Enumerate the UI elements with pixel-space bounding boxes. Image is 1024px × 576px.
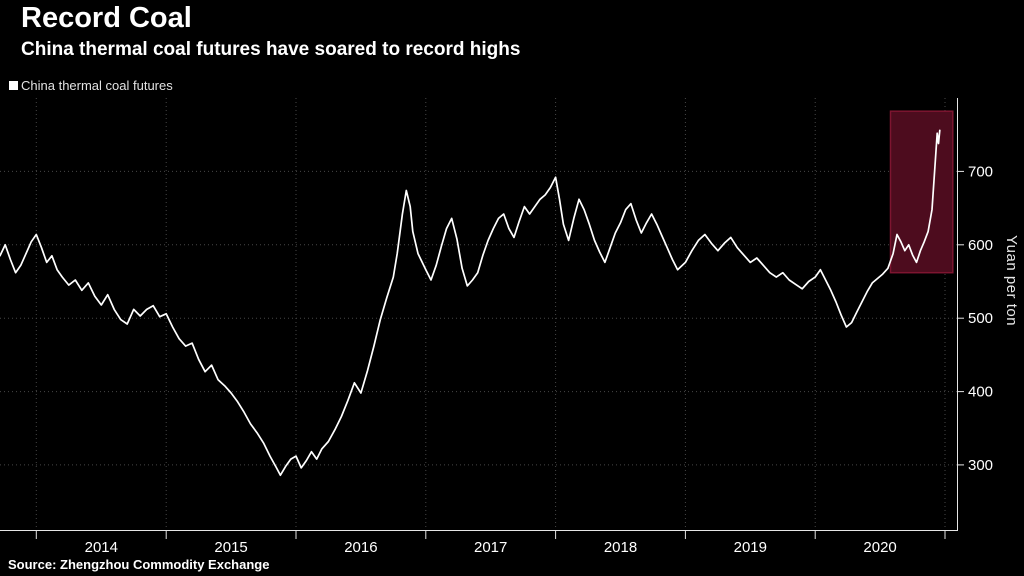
y-axis-title: Yuan per ton <box>1003 235 1020 327</box>
svg-text:2019: 2019 <box>734 539 767 556</box>
svg-text:400: 400 <box>968 384 993 401</box>
legend-square-icon <box>9 81 18 90</box>
line-chart: 300 400 500 600 700 2014 2015 2016 2017 2018 2019 2… <box>0 98 993 556</box>
svg-text:2020: 2020 <box>863 539 896 556</box>
source-credit: Source: Zhengzhou Commodity Exchange <box>8 557 270 572</box>
legend-label: China thermal coal futures <box>21 78 173 93</box>
svg-text:2016: 2016 <box>344 539 377 556</box>
svg-text:500: 500 <box>968 310 993 327</box>
svg-text:600: 600 <box>968 237 993 254</box>
svg-text:700: 700 <box>968 163 993 180</box>
page-title: Record Coal <box>21 2 192 34</box>
svg-text:2014: 2014 <box>85 539 118 556</box>
svg-text:300: 300 <box>968 457 993 474</box>
svg-text:2018: 2018 <box>604 539 637 556</box>
svg-text:2017: 2017 <box>474 539 507 556</box>
chart-subtitle: China thermal coal futures have soared t… <box>21 39 521 60</box>
svg-text:2015: 2015 <box>214 539 247 556</box>
legend: China thermal coal futures <box>9 78 173 93</box>
